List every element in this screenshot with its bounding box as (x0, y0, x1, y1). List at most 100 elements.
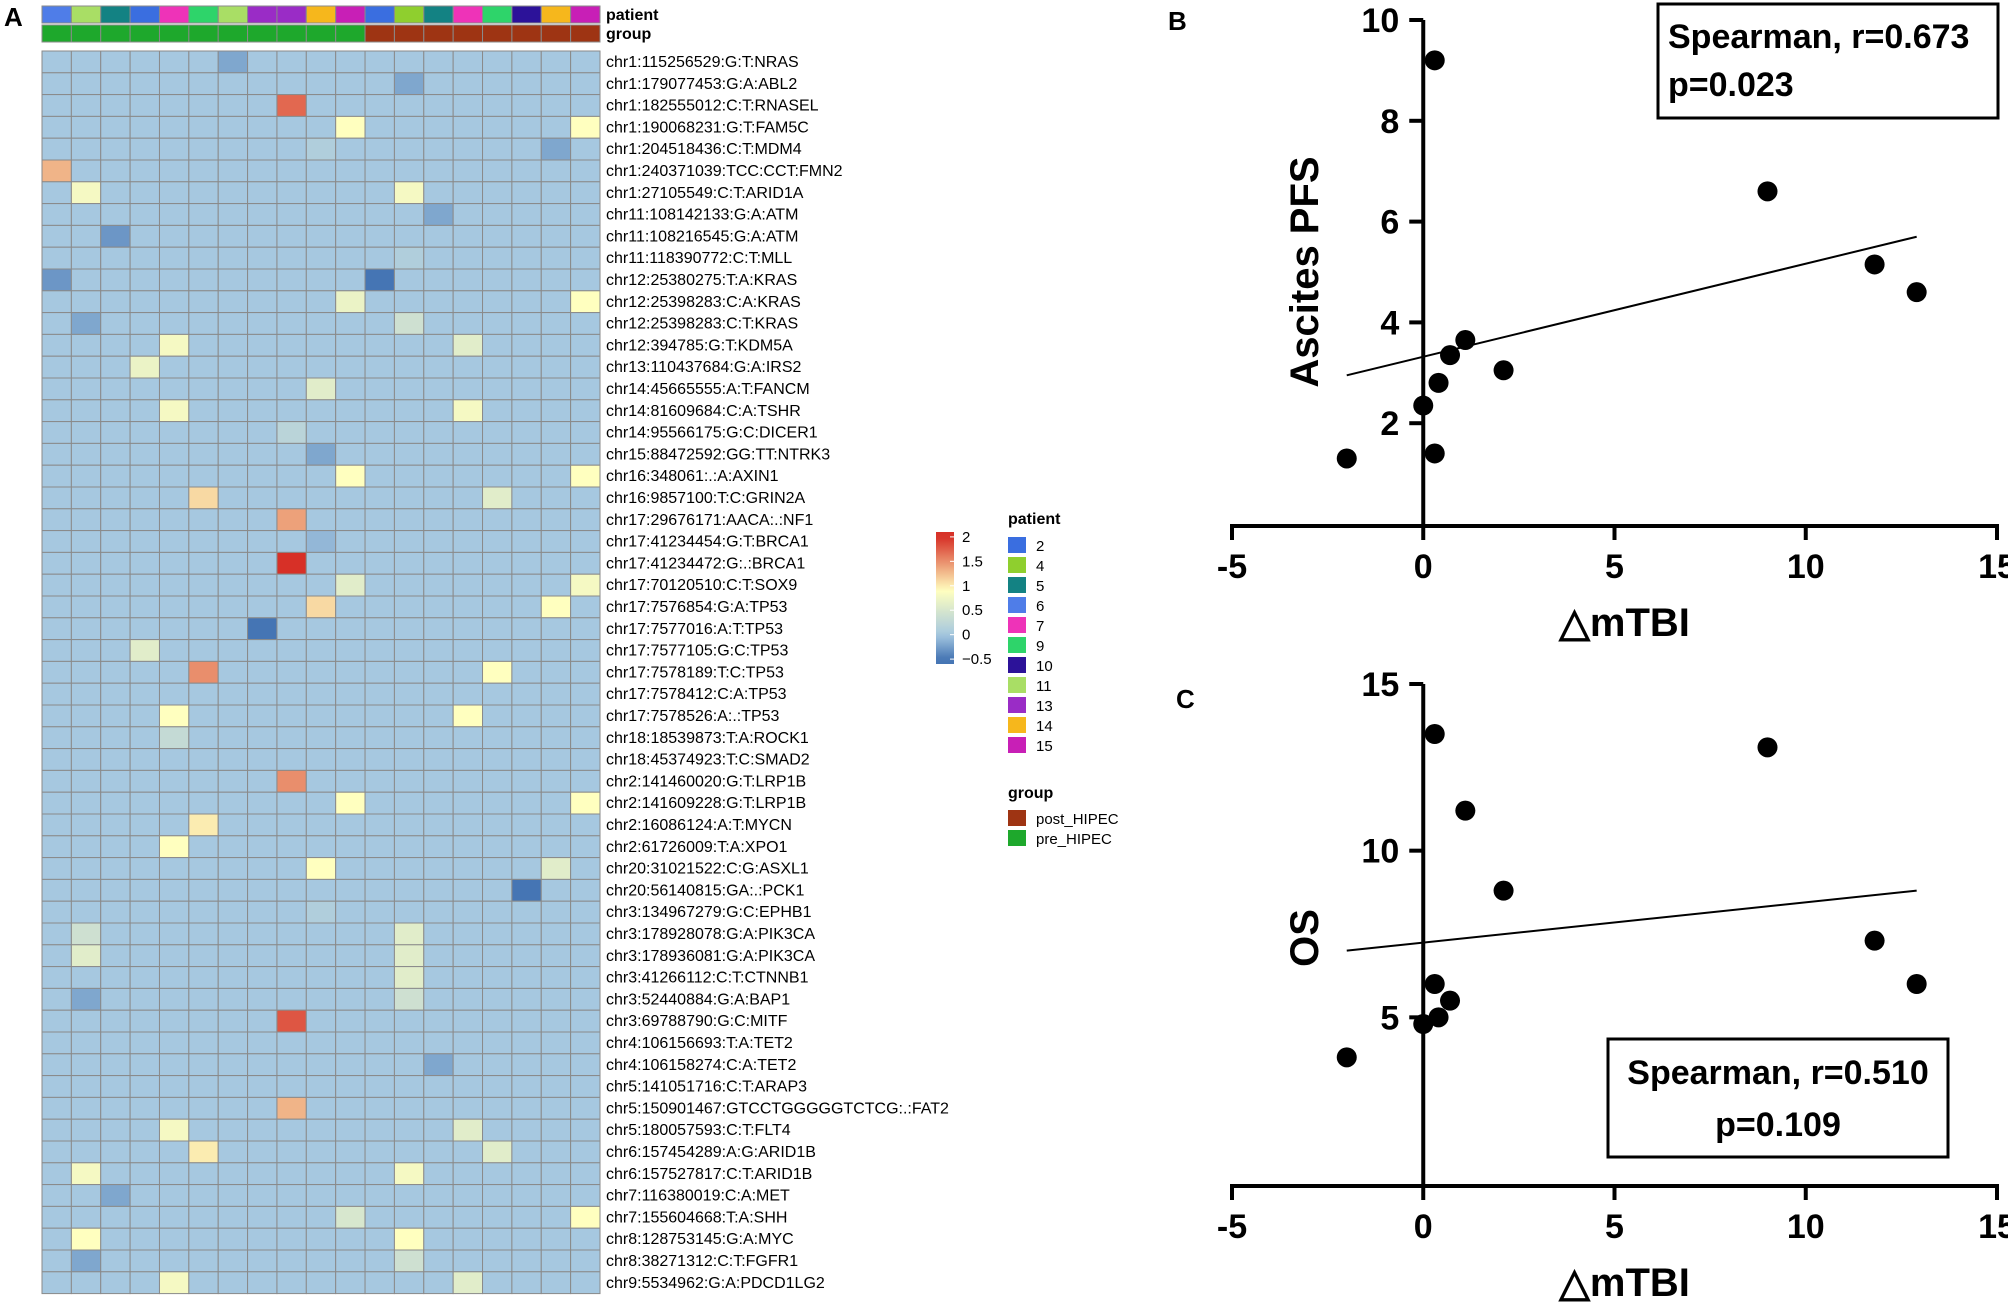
heatmap-cell (129, 857, 160, 880)
heatmap-cell (570, 115, 601, 139)
heatmap-cell (511, 442, 542, 466)
heatmap-cell (423, 573, 454, 597)
data-point (1864, 254, 1885, 275)
x-tick-label: 5 (1605, 548, 1624, 586)
heatmap-cell (335, 246, 366, 270)
heatmap-cell (423, 966, 454, 989)
heatmap-cell (276, 508, 307, 532)
heatmap-cell (70, 399, 102, 423)
heatmap-cell (482, 1140, 513, 1164)
heatmap-cell (41, 421, 72, 444)
heatmap-cell (41, 137, 72, 161)
heatmap-cell (41, 1162, 72, 1186)
heatmap-cell (393, 878, 425, 902)
heatmap-cell (247, 312, 278, 335)
heatmap-cell (247, 464, 278, 488)
heatmap-row-label: chr12:25380275:T:A:KRAS (606, 272, 797, 289)
heatmap-cell (129, 333, 160, 357)
heatmap-row-label: chr3:41266112:C:T:CTNNB1 (606, 970, 809, 987)
heatmap-cell (393, 181, 425, 205)
heatmap-cell (482, 682, 513, 706)
heatmap-cell (423, 617, 454, 641)
y-tick-label: 8 (1380, 103, 1399, 141)
heatmap-row-label: chr18:45374923:T:C:SMAD2 (606, 752, 810, 769)
heatmap-row-label: chr4:106158274:C:A:TET2 (606, 1057, 796, 1074)
patient-legend-label: 4 (1036, 558, 1044, 575)
group-annotation-cell (247, 24, 278, 43)
heatmap-row-label: chr1:190068231:G:T:FAM5C (606, 119, 809, 136)
heatmap-cell (393, 50, 425, 74)
heatmap-row-label: chr17:7578412:C:A:TP53 (606, 686, 787, 703)
heatmap-cell (217, 224, 249, 248)
heatmap-cell (452, 399, 484, 423)
heatmap-cell (70, 137, 102, 161)
heatmap-cell (511, 573, 542, 597)
heatmap-cell (540, 72, 572, 96)
group-annotation-cell (305, 24, 337, 43)
heatmap-cell (276, 421, 307, 444)
heatmap-cell (540, 268, 572, 292)
heatmap-cell (570, 1184, 601, 1207)
heatmap-cell (540, 50, 572, 74)
heatmap-cell (540, 94, 572, 117)
heatmap-cell (276, 1162, 307, 1186)
heatmap-cell (276, 791, 307, 815)
heatmap-cell (452, 617, 484, 641)
heatmap-cell (452, 922, 484, 946)
heatmap-cell (158, 203, 190, 226)
heatmap-cell (335, 791, 366, 815)
heatmap-cell (540, 1271, 572, 1295)
heatmap-cell (423, 551, 454, 575)
heatmap-cell (393, 682, 425, 706)
heatmap-cell (41, 1140, 72, 1164)
heatmap-cell (482, 878, 513, 902)
heatmap-cell (100, 508, 131, 532)
heatmap-cell (188, 181, 219, 205)
heatmap-cell (188, 159, 219, 183)
heatmap-cell (188, 966, 219, 989)
heatmap-cell (100, 268, 131, 292)
heatmap-cell (335, 399, 366, 423)
heatmap-cell (305, 922, 337, 946)
heatmap-cell (482, 1227, 513, 1251)
heatmap-cell (364, 399, 395, 423)
heatmap-cell (305, 1118, 337, 1142)
colorbar-tick-label: −0.5 (962, 651, 992, 668)
heatmap-cell (452, 94, 484, 117)
group-annotation-cell (423, 24, 454, 43)
heatmap-row-label: chr3:52440884:G:A:BAP1 (606, 991, 790, 1008)
heatmap-cell (335, 50, 366, 74)
patient-legend-swatch (1008, 717, 1026, 733)
data-point (1424, 974, 1445, 994)
heatmap-cell (70, 595, 102, 619)
heatmap-cell (511, 115, 542, 139)
heatmap-row-label: chr3:69788790:G:C:MITF (606, 1013, 788, 1030)
panel-c-letter: C (1176, 684, 1195, 714)
group-annotation-cell (393, 24, 425, 43)
patient-annotation-cell (423, 5, 454, 24)
heatmap-cell (100, 203, 131, 226)
heatmap-cell (305, 50, 337, 74)
heatmap-cell (570, 900, 601, 924)
heatmap-cell (335, 72, 366, 96)
heatmap-cell (158, 1162, 190, 1186)
heatmap-row-label: chr8:38271312:C:T:FGFR1 (606, 1253, 798, 1270)
heatmap-cell (70, 726, 102, 750)
heatmap-cell (540, 1140, 572, 1164)
heatmap-cell (305, 508, 337, 532)
heatmap-cell (70, 966, 102, 989)
heatmap-row-label: chr18:18539873:T:A:ROCK1 (606, 730, 809, 747)
heatmap-cell (570, 987, 601, 1011)
heatmap-cell (452, 50, 484, 74)
heatmap-cell (41, 115, 72, 139)
heatmap-cell (276, 639, 307, 662)
data-point (1336, 448, 1357, 469)
heatmap-cell (70, 813, 102, 837)
heatmap-cell (188, 442, 219, 466)
heatmap-row-label: chr1:182555012:C:T:RNASEL (606, 98, 819, 115)
heatmap-row-label: chr20:31021522:C:G:ASXL1 (606, 861, 809, 878)
heatmap-cell (570, 246, 601, 270)
heatmap-cell (364, 268, 395, 292)
heatmap-row-label: chr17:29676171:AACA:.:NF1 (606, 512, 813, 529)
heatmap-cell (100, 617, 131, 641)
